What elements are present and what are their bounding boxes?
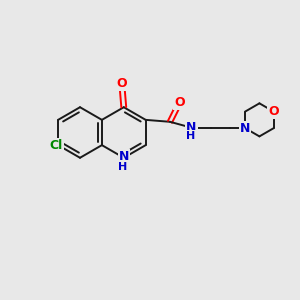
Text: H: H [118,161,128,172]
Text: O: O [268,105,279,118]
Text: N: N [240,122,250,135]
Text: Cl: Cl [50,139,63,152]
Text: O: O [116,77,127,90]
Text: H: H [186,131,195,141]
Text: N: N [118,150,129,163]
Text: O: O [174,96,185,109]
Text: N: N [186,121,197,134]
